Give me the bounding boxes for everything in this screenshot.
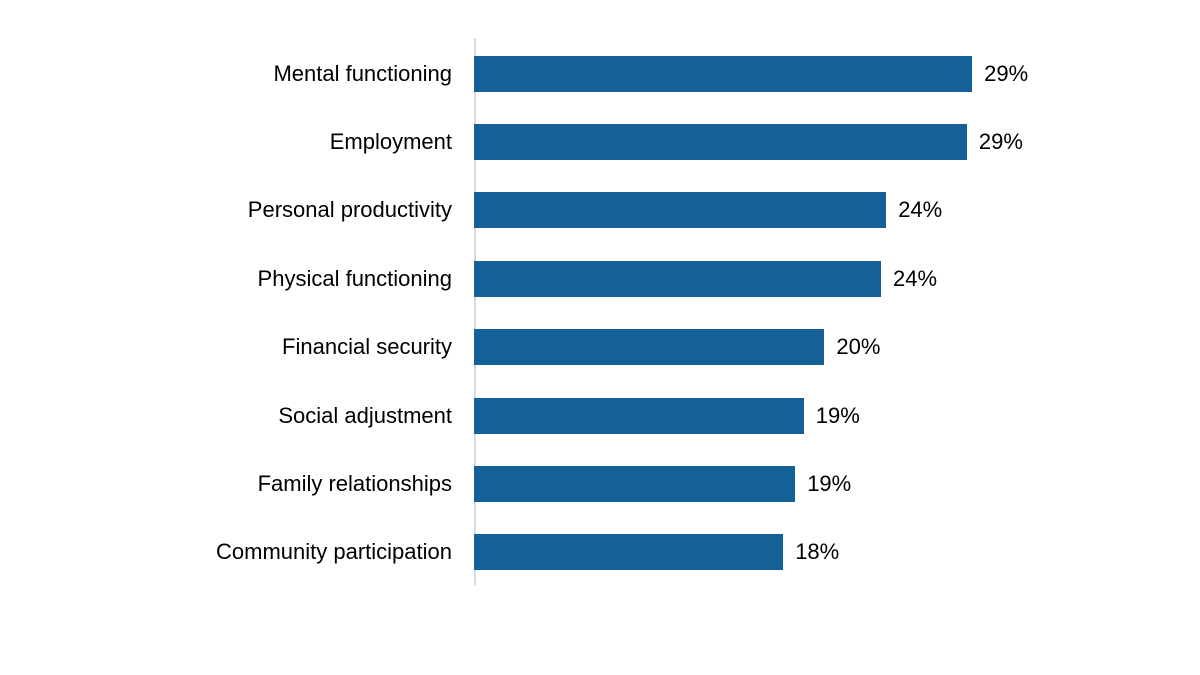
value-label: 24% — [898, 197, 943, 223]
bar-zone: 19% — [474, 397, 1200, 434]
bar-zone: 29% — [474, 55, 1200, 92]
chart-row: Physical functioning 24% — [0, 245, 1200, 313]
bar-zone: 24% — [474, 260, 1200, 297]
bar — [474, 534, 784, 571]
category-label: Employment — [329, 128, 452, 154]
chart-row: Financial security 20% — [0, 313, 1200, 381]
bar — [474, 397, 804, 434]
bar — [474, 192, 887, 229]
category-label: Mental functioning — [273, 60, 452, 86]
category-label: Family relationships — [257, 470, 452, 496]
category-label: Community participation — [216, 539, 452, 565]
chart-row: Community participation 18% — [0, 518, 1200, 586]
chart-row: Social adjustment 19% — [0, 381, 1200, 449]
category-label: Financial security — [282, 334, 452, 360]
chart-row: Employment 29% — [0, 108, 1200, 176]
bar — [474, 466, 796, 503]
bar — [474, 260, 881, 297]
bar — [474, 55, 973, 92]
chart-row: Mental functioning 29% — [0, 40, 1200, 108]
category-label: Physical functioning — [257, 265, 452, 291]
category-label: Social adjustment — [278, 402, 452, 428]
bar-zone: 24% — [474, 192, 1200, 229]
category-label: Personal productivity — [247, 197, 452, 223]
value-label: 19% — [807, 471, 852, 497]
bar — [474, 329, 825, 366]
chart-row: Family relationships 19% — [0, 450, 1200, 518]
bar-zone: 18% — [474, 534, 1200, 571]
value-label: 29% — [978, 129, 1023, 155]
value-label: 29% — [984, 60, 1029, 86]
value-label: 20% — [836, 334, 881, 360]
bar-zone: 19% — [474, 466, 1200, 503]
y-axis-line — [474, 38, 476, 585]
value-label: 18% — [795, 539, 840, 565]
plot-area: Mental functioning 29% Employment 29% Pe… — [0, 40, 1200, 587]
bar-zone: 29% — [474, 124, 1200, 161]
bar — [474, 124, 967, 161]
chart-row: Personal productivity 24% — [0, 176, 1200, 244]
bar-zone: 20% — [474, 329, 1200, 366]
value-label: 24% — [893, 265, 938, 291]
value-label: 19% — [815, 402, 860, 428]
